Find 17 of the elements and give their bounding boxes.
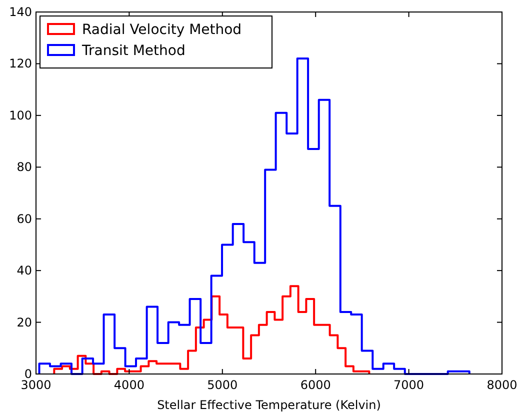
y-tick-label: 100 xyxy=(9,108,32,122)
x-tick-label: 5000 xyxy=(207,378,238,392)
legend-label: Radial Velocity Method xyxy=(82,22,242,38)
y-tick-label: 140 xyxy=(9,5,32,19)
y-tick-label: 0 xyxy=(24,367,32,381)
y-tick-label: 20 xyxy=(16,315,32,330)
legend-label: Transit Method xyxy=(81,43,186,59)
x-tick-label: 8000 xyxy=(486,378,518,392)
x-tick-label: 3000 xyxy=(20,378,52,392)
x-tick-label: 6000 xyxy=(300,378,331,392)
y-tick-label: 120 xyxy=(9,56,32,71)
x-tick-label: 7000 xyxy=(394,378,424,392)
y-tick-label: 60 xyxy=(16,212,32,226)
y-tick-label: 40 xyxy=(16,264,32,278)
x-axis-title: Stellar Effective Temperature (Kelvin) xyxy=(157,398,381,412)
x-tick-label: 4000 xyxy=(114,378,144,392)
y-tick-label: 80 xyxy=(16,160,32,174)
